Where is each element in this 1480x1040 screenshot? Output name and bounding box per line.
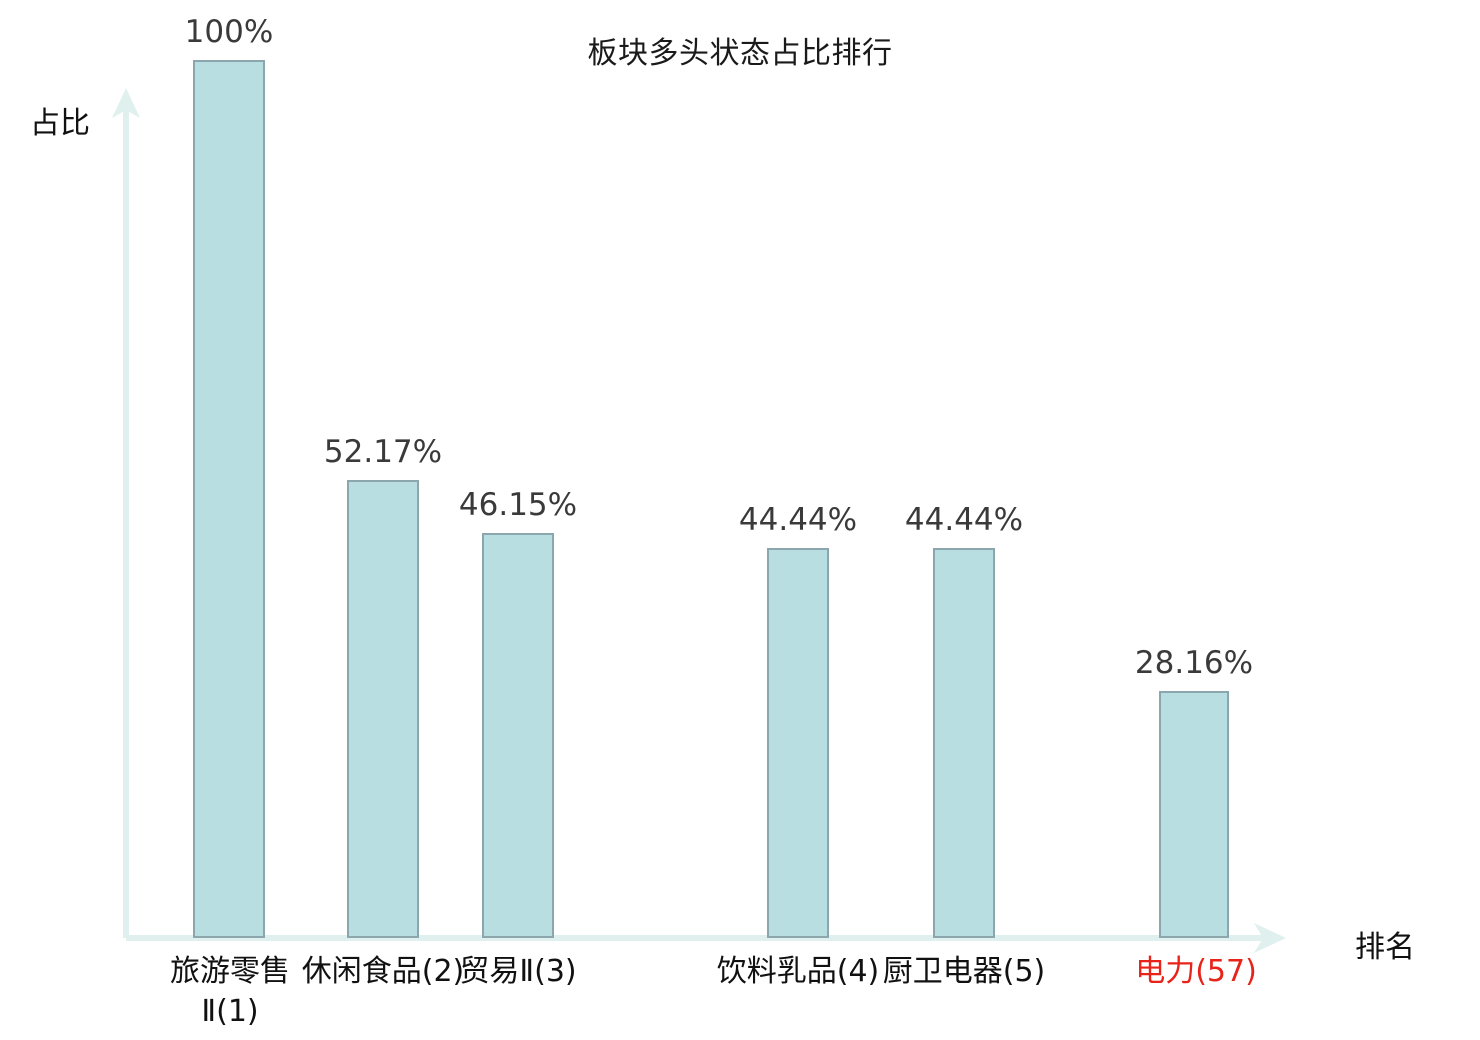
bar-group[interactable]: 28.16% bbox=[1135, 60, 1253, 938]
bar-rect[interactable] bbox=[933, 547, 995, 938]
x-axis-title: 排名 bbox=[1355, 930, 1415, 965]
bar-group[interactable]: 46.15% bbox=[459, 60, 577, 938]
bar-value-label: 100% bbox=[184, 14, 274, 50]
x-tick-label: 厨卫电器(5) bbox=[864, 952, 1064, 992]
x-tick-label-line1: 厨卫电器(5) bbox=[882, 954, 1046, 989]
bar-group[interactable]: 44.44% bbox=[739, 60, 857, 938]
x-tick-label-highlighted: 电力(57) bbox=[1111, 952, 1281, 992]
bar-value-label: 44.44% bbox=[738, 501, 858, 538]
y-axis-title: 占比 bbox=[30, 106, 90, 141]
bar-group[interactable]: 52.17% bbox=[324, 60, 442, 938]
chart-title: 板块多头状态占比排行 bbox=[587, 36, 893, 71]
bar-rect[interactable] bbox=[482, 532, 554, 938]
x-tick-label: 旅游零售 Ⅱ(1) bbox=[125, 952, 335, 1032]
bar-rect[interactable] bbox=[1159, 690, 1229, 938]
x-tick-label-line1: 饮料乳品(4) bbox=[716, 954, 880, 989]
x-tick-label-line2: Ⅱ(1) bbox=[201, 994, 259, 1030]
bar-group[interactable]: 44.44% bbox=[905, 60, 1023, 938]
x-tick-label: 饮料乳品(4) bbox=[698, 952, 898, 992]
x-tick-label-line1: 贸易Ⅱ(3) bbox=[459, 954, 577, 989]
bar-rect[interactable] bbox=[193, 60, 265, 938]
x-tick-label-line1: 电力(57) bbox=[1135, 954, 1257, 989]
bar-value-label: 46.15% bbox=[458, 486, 578, 523]
bar-value-label: 44.44% bbox=[904, 501, 1024, 538]
x-tick-label: 休闲食品(2) bbox=[283, 952, 483, 992]
x-tick-labels: 旅游零售 Ⅱ(1) 休闲食品(2) 贸易Ⅱ(3) 饮料乳品(4) 厨卫电器(5)… bbox=[133, 952, 1283, 1040]
bar-rect[interactable] bbox=[347, 479, 419, 938]
bar-value-label: 52.17% bbox=[323, 433, 443, 470]
x-tick-label-line1: 旅游零售 bbox=[170, 954, 290, 989]
bar-group[interactable]: 100% bbox=[185, 17, 273, 938]
bar-value-label: 28.16% bbox=[1134, 644, 1254, 681]
plot-area: 100% 52.17% 46.15% 44.44% 44.44% 28.16% bbox=[133, 17, 1283, 938]
x-tick-label-line1: 休闲食品(2) bbox=[301, 954, 465, 989]
x-tick-label: 贸易Ⅱ(3) bbox=[433, 952, 603, 992]
bar-rect[interactable] bbox=[767, 547, 829, 938]
